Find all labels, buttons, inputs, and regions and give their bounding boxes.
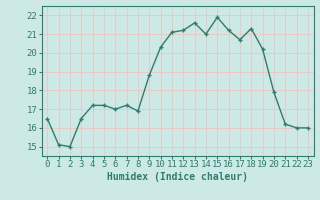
X-axis label: Humidex (Indice chaleur): Humidex (Indice chaleur) bbox=[107, 172, 248, 182]
